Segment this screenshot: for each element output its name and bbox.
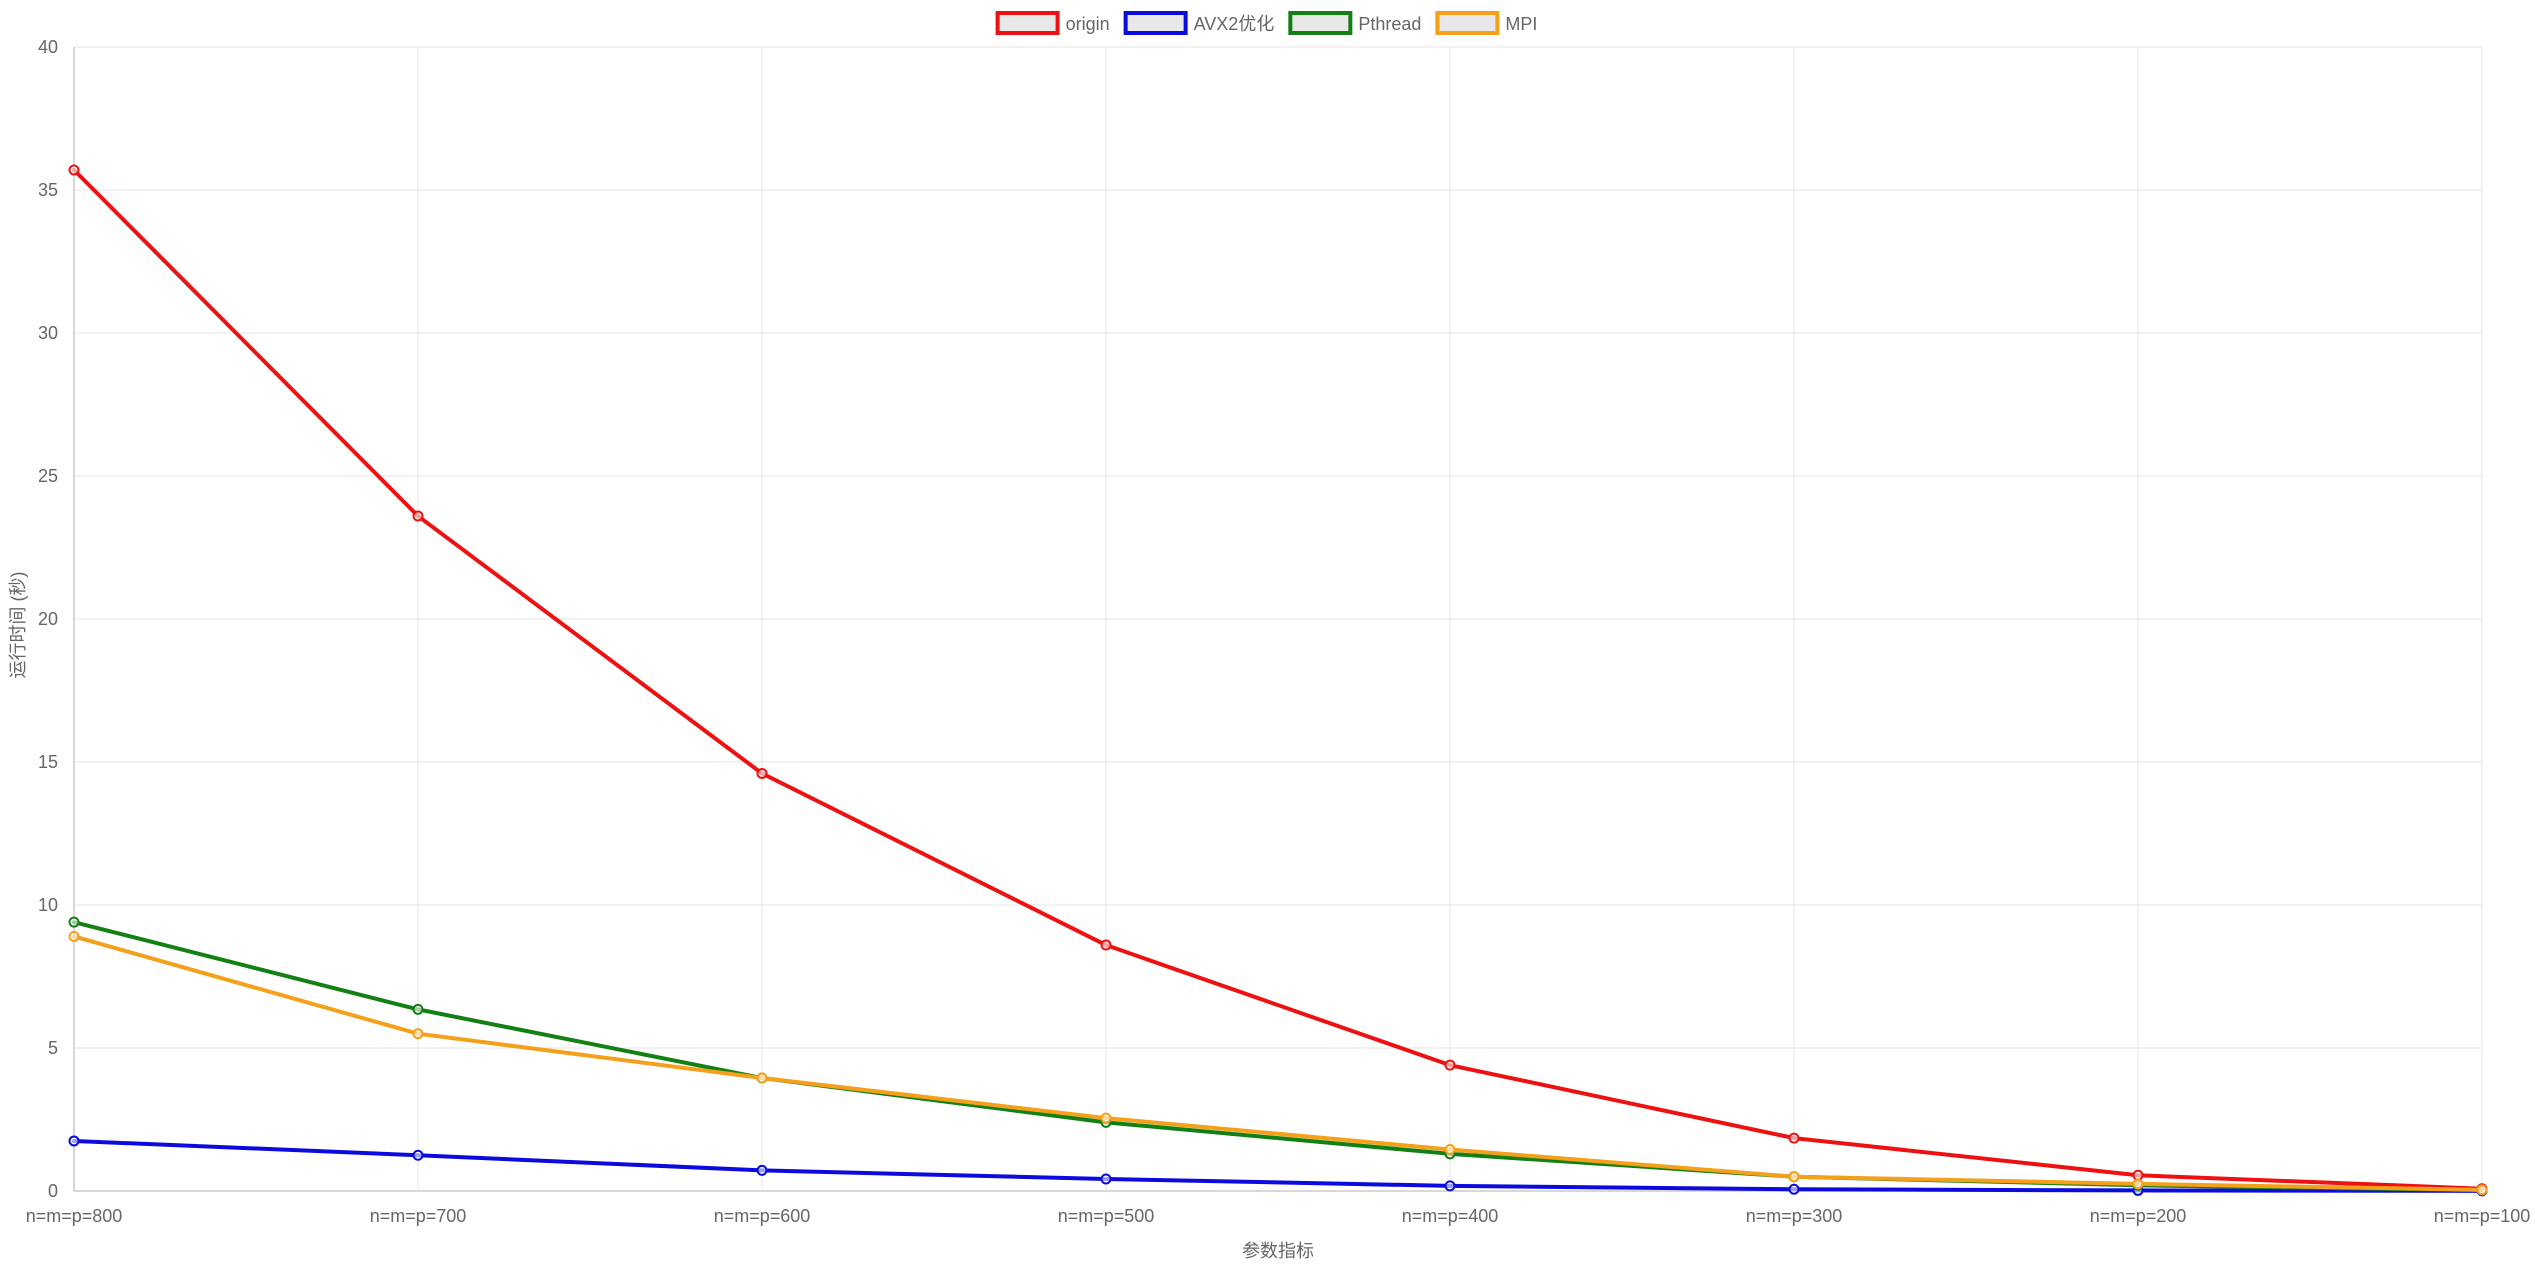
- y-tick-label: 40: [38, 37, 58, 57]
- series-3: [68, 930, 2488, 1196]
- y-axis-title: 运行时间 (秒): [8, 572, 28, 679]
- x-tick-label: n=m=p=700: [370, 1206, 467, 1226]
- y-tick-label: 5: [48, 1038, 58, 1058]
- y-tick-label: 10: [38, 895, 58, 915]
- data-point[interactable]: [2476, 1184, 2488, 1196]
- data-point[interactable]: [1788, 1171, 1800, 1183]
- x-tick-label: n=m=p=100: [2434, 1206, 2531, 1226]
- grid-layer: [73, 46, 2483, 1192]
- legend-label: MPI: [1505, 14, 1537, 34]
- legend-label: Pthread: [1358, 14, 1421, 34]
- data-point[interactable]: [2132, 1178, 2144, 1190]
- x-tick-label: n=m=p=300: [1746, 1206, 1843, 1226]
- data-point[interactable]: [412, 510, 424, 522]
- legend-label: origin: [1066, 14, 1110, 34]
- legend-swatch: [1435, 11, 1500, 35]
- series-layer: [68, 164, 2488, 1197]
- legend-swatch: [1123, 11, 1188, 35]
- data-point[interactable]: [68, 164, 80, 176]
- legend-label: AVX2优化: [1194, 14, 1275, 34]
- data-point[interactable]: [412, 1149, 424, 1161]
- x-tick-label: n=m=p=500: [1058, 1206, 1155, 1226]
- data-point[interactable]: [412, 1003, 424, 1015]
- y-tick-label: 35: [38, 180, 58, 200]
- data-point[interactable]: [1100, 1112, 1112, 1124]
- legend-item[interactable]: MPI: [1435, 11, 1537, 35]
- legend-item[interactable]: origin: [995, 11, 1110, 35]
- data-point[interactable]: [1100, 939, 1112, 951]
- legend-item[interactable]: AVX2优化: [1123, 11, 1275, 35]
- data-point[interactable]: [68, 930, 80, 942]
- x-tick-label: n=m=p=200: [2090, 1206, 2187, 1226]
- y-tick-label: 25: [38, 466, 58, 486]
- x-tick-label: n=m=p=800: [26, 1206, 123, 1226]
- data-point[interactable]: [756, 1164, 768, 1176]
- data-point[interactable]: [756, 767, 768, 779]
- x-axis-title: 参数指标: [1242, 1241, 1314, 1261]
- series-2: [68, 916, 2488, 1196]
- legend-swatch: [995, 11, 1060, 35]
- y-tick-label: 30: [38, 323, 58, 343]
- legend[interactable]: origin AVX2优化 Pthread MPI: [995, 11, 1538, 35]
- x-tick-label: n=m=p=600: [714, 1206, 811, 1226]
- data-point[interactable]: [1788, 1132, 1800, 1144]
- series-line: [72, 167, 2484, 1191]
- data-point[interactable]: [68, 916, 80, 928]
- legend-swatch: [1288, 11, 1353, 35]
- data-point[interactable]: [1444, 1180, 1456, 1192]
- data-point[interactable]: [756, 1072, 768, 1084]
- data-point[interactable]: [1100, 1173, 1112, 1185]
- legend-item[interactable]: Pthread: [1288, 11, 1421, 35]
- y-tick-label: 15: [38, 752, 58, 772]
- data-point[interactable]: [68, 1135, 80, 1147]
- y-tick-label: 0: [48, 1181, 58, 1201]
- series-line: [72, 1138, 2484, 1193]
- data-point[interactable]: [1444, 1144, 1456, 1156]
- data-point[interactable]: [412, 1028, 424, 1040]
- series-line: [72, 920, 2484, 1193]
- x-tick-label: n=m=p=400: [1402, 1206, 1499, 1226]
- series-0: [68, 164, 2488, 1195]
- y-tick-label: 20: [38, 609, 58, 629]
- data-point[interactable]: [1444, 1059, 1456, 1071]
- series-line: [72, 934, 2484, 1192]
- data-point[interactable]: [1788, 1183, 1800, 1195]
